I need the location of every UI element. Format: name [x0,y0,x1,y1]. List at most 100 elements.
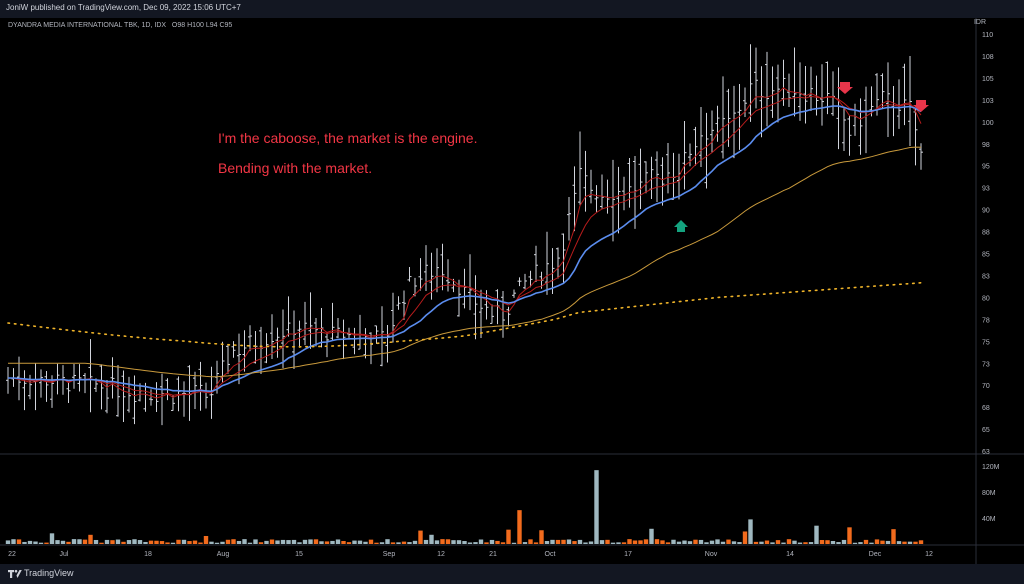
price-axis-label: 88 [982,230,990,237]
volume-bar [500,542,506,544]
close-label: C [219,22,225,29]
volume-bar [412,540,418,544]
volume-bar [698,539,704,544]
volume-bar [632,540,638,544]
volume-bar [110,540,115,544]
volume-bar [473,542,478,544]
time-axis-label: 12 [925,551,933,558]
time-axis-label: 15 [295,551,303,558]
volume-bar [82,539,88,544]
low-value: 94 [209,22,218,29]
price-axis-label: 105 [982,76,994,83]
volume-bar [302,539,308,544]
volume-bar [539,530,544,544]
volume-bar [665,542,671,544]
price-axis-label: 95 [982,164,990,171]
time-axis-label: 14 [786,551,794,558]
time-axis-label: 18 [144,551,152,558]
volume-bar [462,541,467,544]
volume-bar [896,541,902,544]
volume-bar [236,540,242,544]
tradingview-logo-icon [8,569,22,578]
volume-bar [297,542,302,544]
price-axis-label: 90 [982,208,990,215]
volume-bar [38,542,44,544]
volume-bar [165,542,170,544]
volume-bar [126,540,132,544]
price-axis-label: 73 [982,361,990,368]
volume-bar [181,539,187,544]
volume-bar [495,540,500,544]
volume-bar [335,539,341,544]
volume-bar [264,540,269,544]
time-axis-label: Sep [383,551,396,558]
volume-bar [830,540,836,544]
volume-bar [577,539,583,544]
volume-bar [616,542,621,544]
time-axis-label: 22 [8,551,16,558]
volume-bar [247,542,253,544]
volume-bar [379,542,385,544]
volume-bar [737,542,742,544]
time-axis-label: Aug [217,551,230,558]
volume-bar [803,542,808,544]
volume-bar [16,539,22,544]
price-axis-label: 75 [982,339,990,346]
high-label: H [187,22,193,29]
volume-bar [71,539,77,544]
volume-bar [775,540,781,544]
volume-bar [599,540,605,544]
volume-bar [808,542,814,544]
time-axis-label: Dec [869,551,882,558]
symbol-name: DYANDRA MEDIA INTERNATIONAL TBK, 1D, IDX [8,22,167,29]
chart-area[interactable]: 110 108 105 103 100 98 95 93 90 88 85 83 80 78 75 73 70 6… [0,18,1024,564]
volume-axis-label: 40M [982,516,996,523]
volume-bar [731,541,737,544]
volume-bar [418,530,423,544]
down-arrow-icon [913,100,929,112]
volume-bar [341,540,346,544]
currency-label: IDR [973,19,986,26]
price-axis-label: 80 [982,295,990,302]
volume-bar [902,541,907,544]
volume-bar [451,540,456,544]
volume-bar [231,539,236,544]
volume-bar [324,541,330,544]
time-axis-label: 21 [489,551,497,558]
volume-bar [187,541,192,544]
volume-bar [533,542,539,544]
publish-text: JoniW published on TradingView.com, Dec … [6,3,241,12]
volume-bar [687,541,693,544]
volume-bar [885,540,891,544]
annotation-text-1[interactable]: I'm the caboose, the market is the engin… [218,130,478,146]
volume-bar [869,542,874,544]
volume-bar [781,542,786,544]
volume-bar [275,540,280,544]
high-value: 100 [192,22,204,29]
volume-bar [528,539,533,544]
volume-bar [671,539,676,544]
price-axis-label: 78 [982,317,990,324]
price-axis-label: 63 [982,449,990,456]
volume-bar [621,542,627,544]
volume-bar [819,540,825,544]
volume-bar [214,542,220,544]
volume-bar [467,542,473,544]
volume-bar [390,542,396,544]
price-axis-label: 103 [982,98,994,105]
up-arrow-icon [674,220,688,232]
annotation-text-2[interactable]: Bending with the market. [218,160,373,176]
volume-bar [610,542,616,544]
volume-bar [649,528,654,544]
volume-bar [5,540,11,544]
volume-bar [176,539,181,544]
ema-slow-line [8,146,922,378]
price-axis-label: 98 [982,142,990,149]
price-axis-label: 65 [982,427,990,434]
volume-bar [836,542,841,544]
volume-bar [814,525,819,544]
volume-bar [99,542,104,544]
price-axis-label: 85 [982,252,990,259]
volume-bar [66,541,71,544]
price-chart[interactable]: 110 108 105 103 100 98 95 93 90 88 85 83 80 78 75 73 70 6… [0,18,1024,564]
